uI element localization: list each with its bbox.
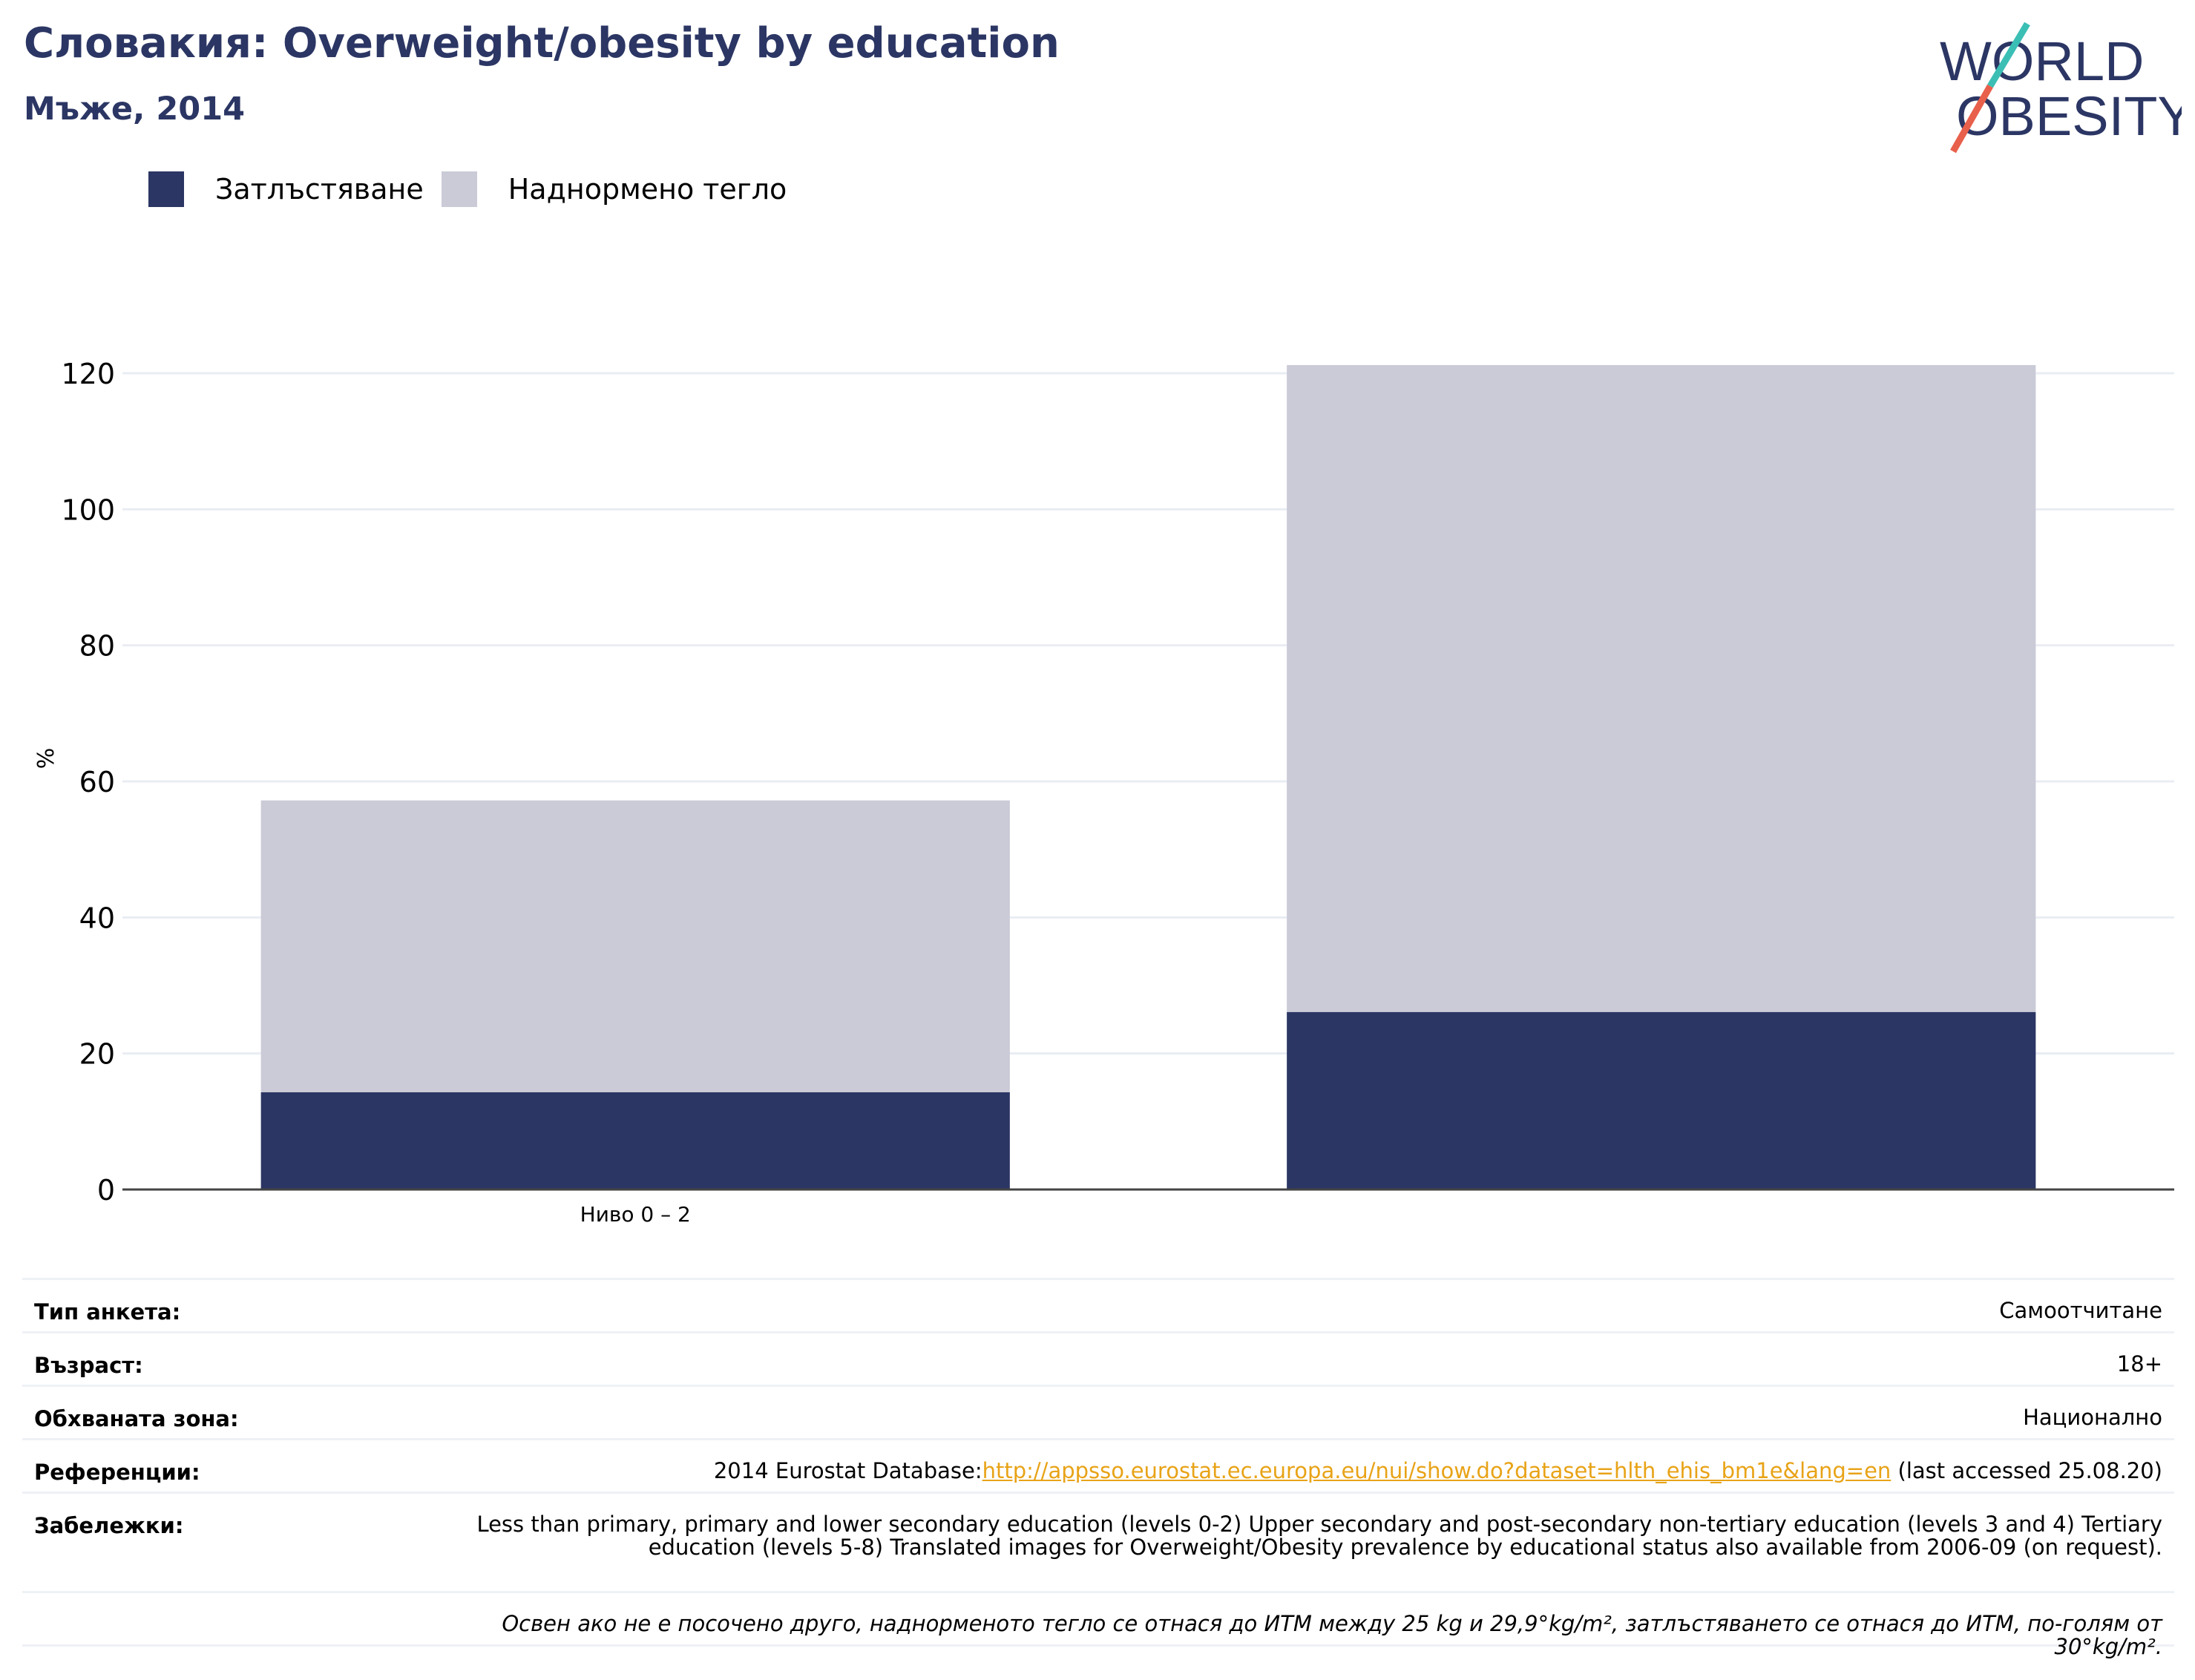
meta-value-age: 18+ [2116, 1351, 2162, 1377]
y-tick-label: 100 [61, 493, 115, 526]
y-tick-label: 0 [97, 1174, 115, 1207]
legend-item-overweight[interactable]: Наднормено тегло [441, 171, 787, 207]
meta-row-notes: Забележки: Less than primary, primary an… [22, 1492, 2174, 1591]
meta-row-age: Възраст: 18+ [22, 1331, 2174, 1385]
bar-segment-overweight [1287, 365, 2036, 1012]
meta-key-references: Референции: [34, 1460, 200, 1485]
meta-value-survey-type: Самоотчитане [1999, 1298, 2162, 1323]
meta-key-notes: Забележки: [34, 1513, 184, 1538]
y-tick-label: 120 [61, 358, 115, 390]
chart-title: Словакия: Overweight/obesity by educatio… [24, 19, 1060, 68]
stacked-bar-chart: 0 20 40 60 80 100 120% Ниво 0 – 2 [33, 358, 2174, 1227]
world-obesity-logo: WORLD OBESITY [1940, 22, 2182, 154]
y-tick-label: 20 [79, 1038, 115, 1071]
reference-prefix: 2014 Eurostat Database: [713, 1458, 982, 1483]
meta-key-survey-type: Тип анкета: [34, 1299, 181, 1325]
logo-text-world: WORLD [1940, 30, 2144, 92]
x-tick-label: Ниво 0 – 2 [580, 1202, 691, 1227]
bmi-definition-footnote: Освен ако не е посочено друго, наднормен… [502, 1611, 2162, 1659]
meta-value-references: 2014 Eurostat Database:http://appsso.eur… [714, 1460, 2162, 1492]
legend-label-overweight: Наднормено тегло [508, 173, 787, 206]
y-axis-label: % [33, 748, 59, 770]
legend-swatch-obesity [148, 171, 184, 207]
table-bottom-divider [22, 1644, 2174, 1647]
legend-label-obesity: Затлъстяване [215, 173, 424, 206]
metadata-table: Тип анкета: Самоотчитане Възраст: 18+ Об… [22, 1278, 2174, 1659]
meta-value-notes: Less than primary, primary and lower sec… [476, 1512, 2162, 1560]
logo-slash-red [1950, 84, 1993, 154]
logo-slash-teal [1987, 22, 2030, 88]
chart-subtitle: Мъже, 2014 [24, 91, 246, 128]
reference-suffix: (last accessed 25.08.20) [1891, 1458, 2163, 1483]
meta-row-footnote: Освен ако не е посочено друго, наднормен… [22, 1591, 2174, 1659]
logo-text-obesity: OBESITY [1956, 85, 2182, 147]
legend-swatch-overweight [441, 171, 477, 207]
meta-value-area: Национално [2023, 1405, 2162, 1430]
y-tick-label: 60 [79, 766, 115, 798]
meta-key-age: Възраст: [34, 1353, 143, 1378]
meta-row-area: Обхваната зона: Национално [22, 1385, 2174, 1438]
legend-item-obesity[interactable]: Затлъстяване [148, 171, 424, 207]
bar-segment-overweight [260, 800, 1010, 1092]
y-tick-label: 40 [79, 902, 115, 934]
meta-key-area: Обхваната зона: [34, 1406, 239, 1431]
meta-row-survey-type: Тип анкета: Самоотчитане [22, 1278, 2174, 1331]
chart-legend: Затлъстяване Наднормено тегло [148, 171, 804, 208]
y-tick-label: 80 [79, 630, 115, 663]
bar-segment-obesity [1287, 1011, 2036, 1190]
reference-link[interactable]: http://appsso.eurostat.ec.europa.eu/nui/… [982, 1458, 1891, 1483]
meta-row-references: Референции: 2014 Eurostat Database:http:… [22, 1438, 2174, 1492]
bar-segment-obesity [260, 1092, 1010, 1190]
